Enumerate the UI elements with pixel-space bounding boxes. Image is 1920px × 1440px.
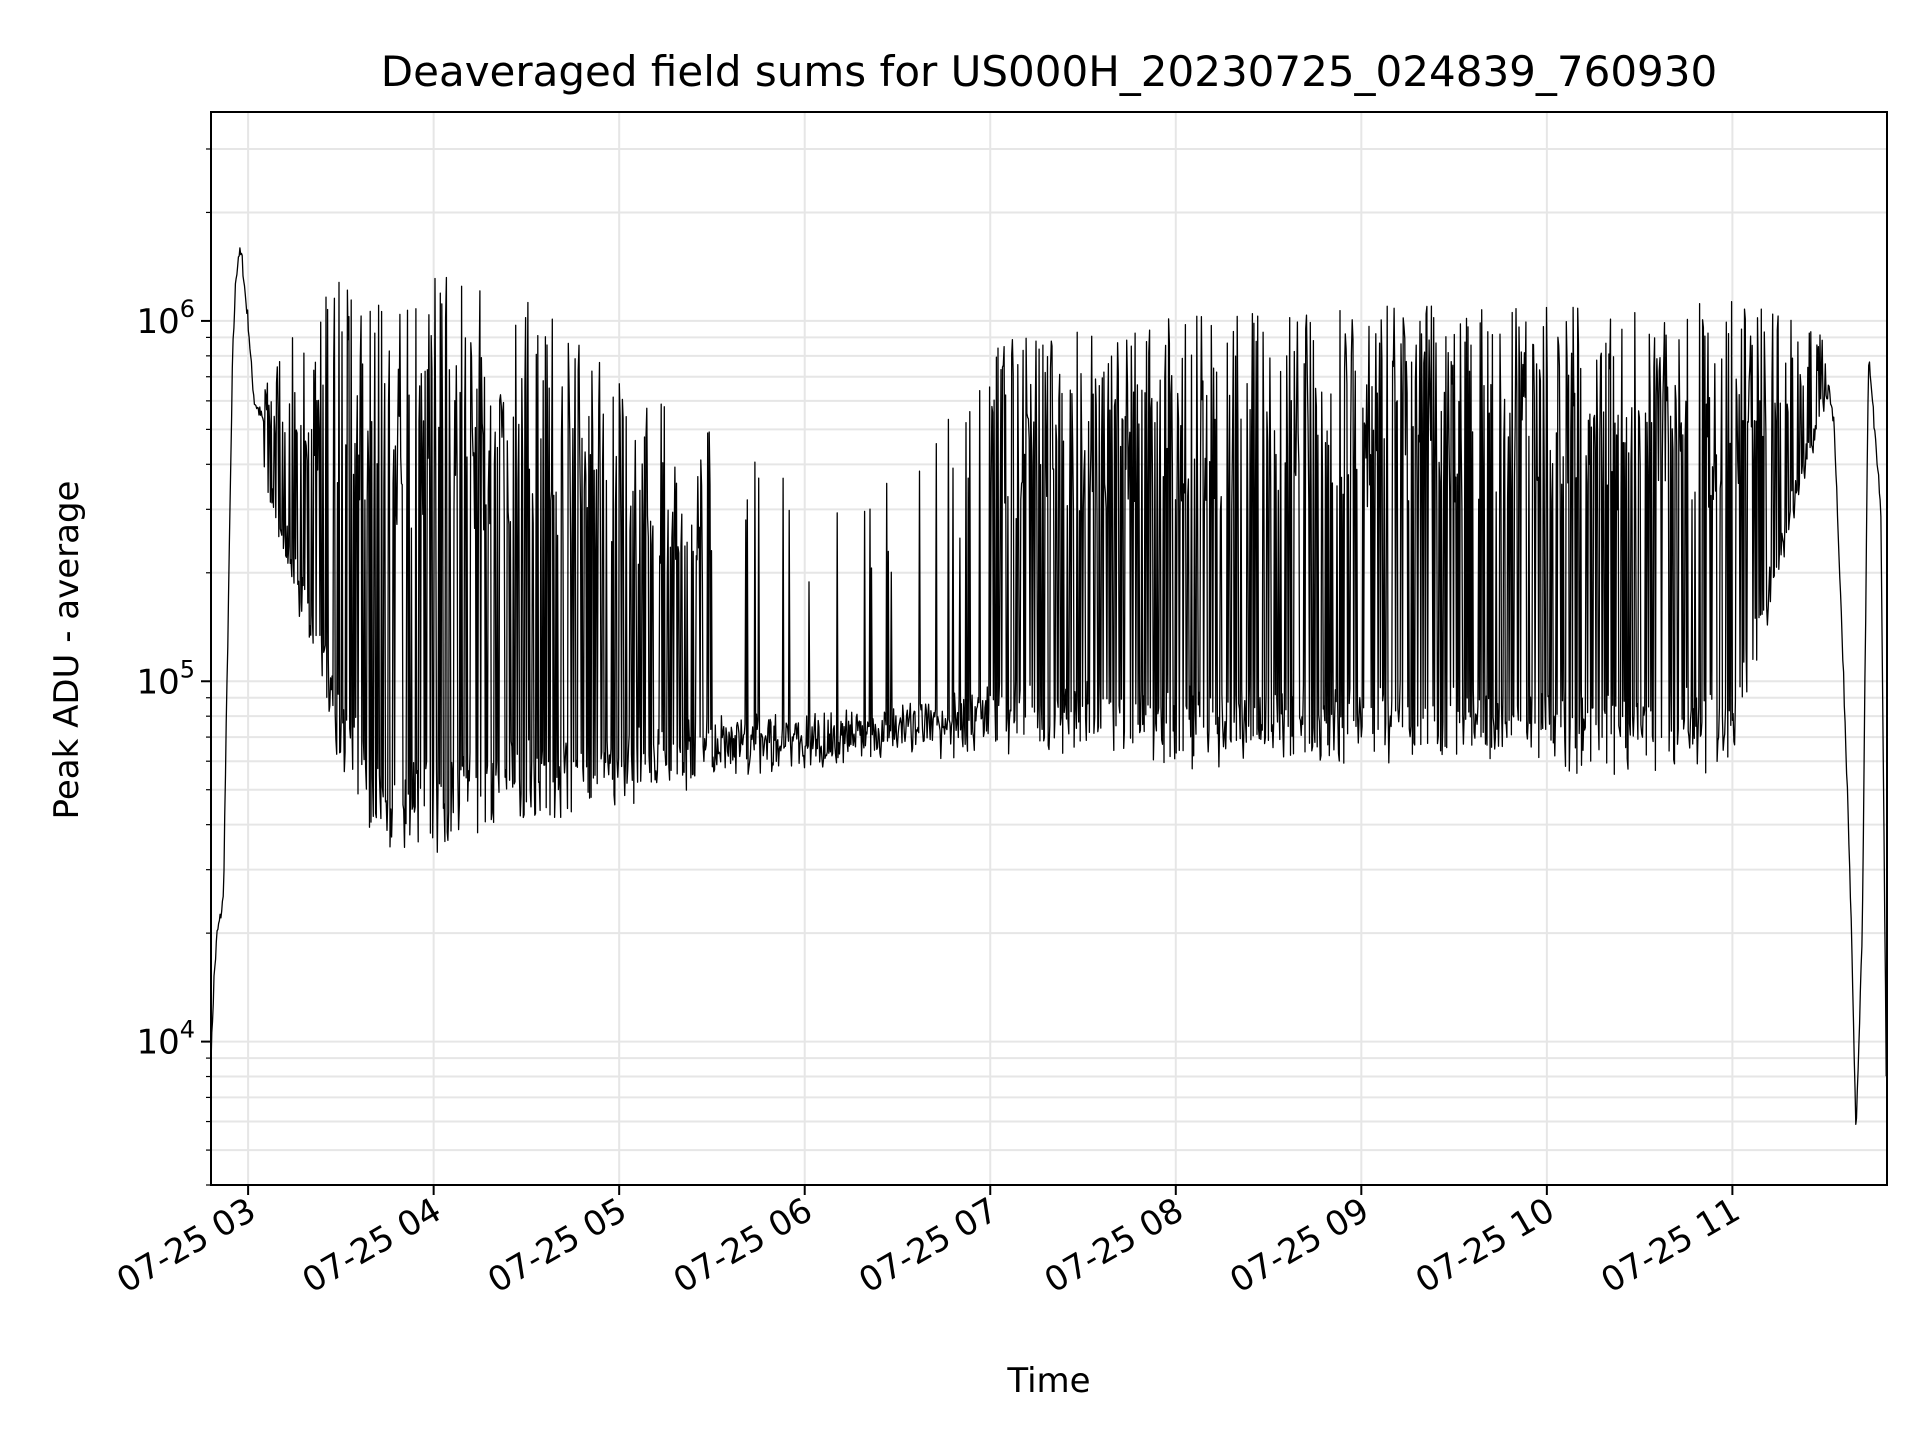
y-tick-label: 104 (136, 1016, 195, 1063)
plot-frame (210, 111, 1888, 1186)
series-layer (210, 247, 1887, 1125)
y-axis-label: Peak ADU - average (47, 481, 87, 820)
x-tick-label: 07-25 10 (1409, 1190, 1561, 1301)
chart-title: Deaveraged field sums for US000H_2023072… (381, 47, 1717, 96)
x-tick-label: 07-25 08 (1038, 1190, 1190, 1301)
y-tick-label: 106 (136, 295, 195, 342)
x-ticks: 07-25 03 07-25 04 07-25 05 07-25 06 07-25 07… (110, 1185, 1747, 1301)
x-tick-label: 07-25 09 (1223, 1190, 1375, 1301)
x-axis-label: Time (1006, 1361, 1090, 1401)
x-tick-label: 07-25 05 (481, 1190, 633, 1301)
x-tick-label: 07-25 04 (296, 1190, 448, 1301)
grid-lines (211, 112, 1887, 1186)
y-tick-label: 105 (136, 655, 195, 702)
x-tick-label: 07-25 07 (852, 1190, 1004, 1301)
x-tick-label: 07-25 06 (667, 1190, 819, 1301)
x-tick-label: 07-25 11 (1594, 1190, 1746, 1301)
x-tick-label: 07-25 03 (110, 1190, 262, 1301)
series-line (210, 247, 1887, 1125)
y-ticks: 104 105 106 (136, 148, 211, 1186)
